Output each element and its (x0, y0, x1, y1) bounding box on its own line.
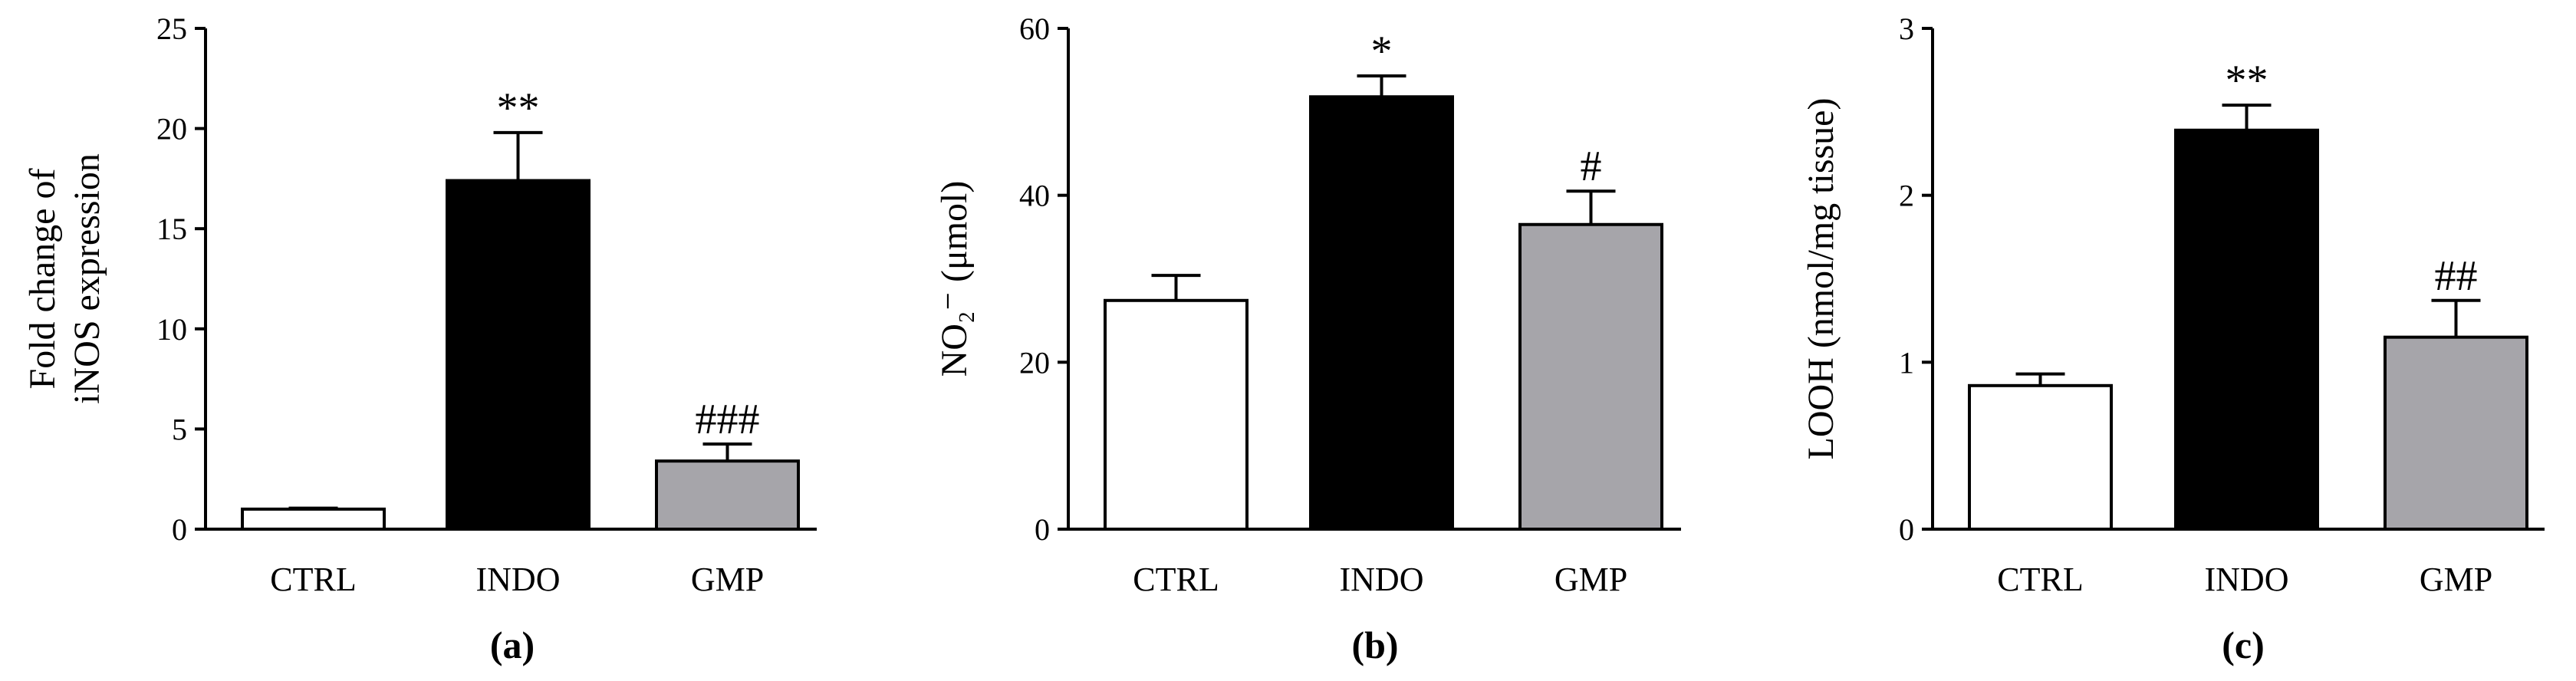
panel-label: (a) (490, 623, 535, 666)
bar-ctrl (241, 507, 386, 531)
y-tick-label: 2 (1899, 179, 1914, 213)
x-category-label: GMP (2420, 561, 2492, 598)
y-tick-label: 40 (1019, 179, 1050, 213)
bar-ctrl (1104, 298, 1249, 531)
bar-indo (2174, 128, 2319, 531)
y-tick-label: 10 (156, 312, 187, 347)
significance-label: ### (696, 396, 760, 443)
bar-gmp (2384, 335, 2528, 531)
chart-panel-1: 0 5 10 15 20 25 CTRL ** INDO ### GMP Fold change of… (22, 12, 817, 666)
bar-indo (446, 179, 591, 531)
y-tick-label: 15 (156, 212, 187, 246)
y-axis-title: Fold change of (22, 169, 63, 390)
chart-panel-3: 0 1 2 3 CTRL ** INDO ## GMP LOOH (nmol/mg tissue)… (1801, 12, 2545, 666)
y-tick-label: 3 (1899, 12, 1914, 46)
y-tick-label: 20 (156, 112, 187, 146)
significance-label: * (1371, 28, 1393, 75)
y-tick-label: 0 (1899, 512, 1914, 547)
y-axis-title: LOOH (nmol/mg tissue) (1801, 98, 1841, 460)
x-category-label: INDO (1340, 561, 1424, 598)
bar-ctrl (1968, 383, 2113, 531)
chart-panel-2: 0 20 40 60 CTRL * INDO # GMP NO₂⁻ (μmol) (b) (934, 12, 1681, 666)
x-category-label: GMP (1554, 561, 1627, 598)
y-axis-title: iNOS expression (67, 153, 107, 404)
bar-gmp (1518, 222, 1663, 531)
x-category-label: INDO (2205, 561, 2289, 598)
x-category-label: GMP (691, 561, 764, 598)
significance-label: # (1581, 143, 1602, 190)
significance-label: ** (497, 84, 540, 132)
x-category-label: CTRL (1997, 561, 2083, 598)
y-tick-label: 60 (1019, 12, 1050, 46)
bar-indo (1309, 95, 1454, 531)
panel-label: (c) (2222, 623, 2265, 666)
panel-label: (b) (1351, 623, 1398, 666)
y-tick-label: 20 (1019, 345, 1050, 380)
y-axis-title: NO₂⁻ (μmol) (934, 181, 975, 377)
y-tick-label: 5 (172, 412, 187, 446)
bar-gmp (655, 459, 800, 531)
x-category-label: INDO (476, 561, 561, 598)
y-tick-label: 1 (1899, 345, 1914, 380)
y-tick-label: 0 (172, 512, 187, 547)
x-category-label: CTRL (270, 561, 356, 598)
y-tick-label: 25 (156, 12, 187, 46)
significance-label: ** (2226, 57, 2268, 104)
y-tick-label: 0 (1035, 512, 1050, 547)
significance-label: ## (2435, 252, 2478, 300)
x-category-label: CTRL (1133, 561, 1219, 598)
